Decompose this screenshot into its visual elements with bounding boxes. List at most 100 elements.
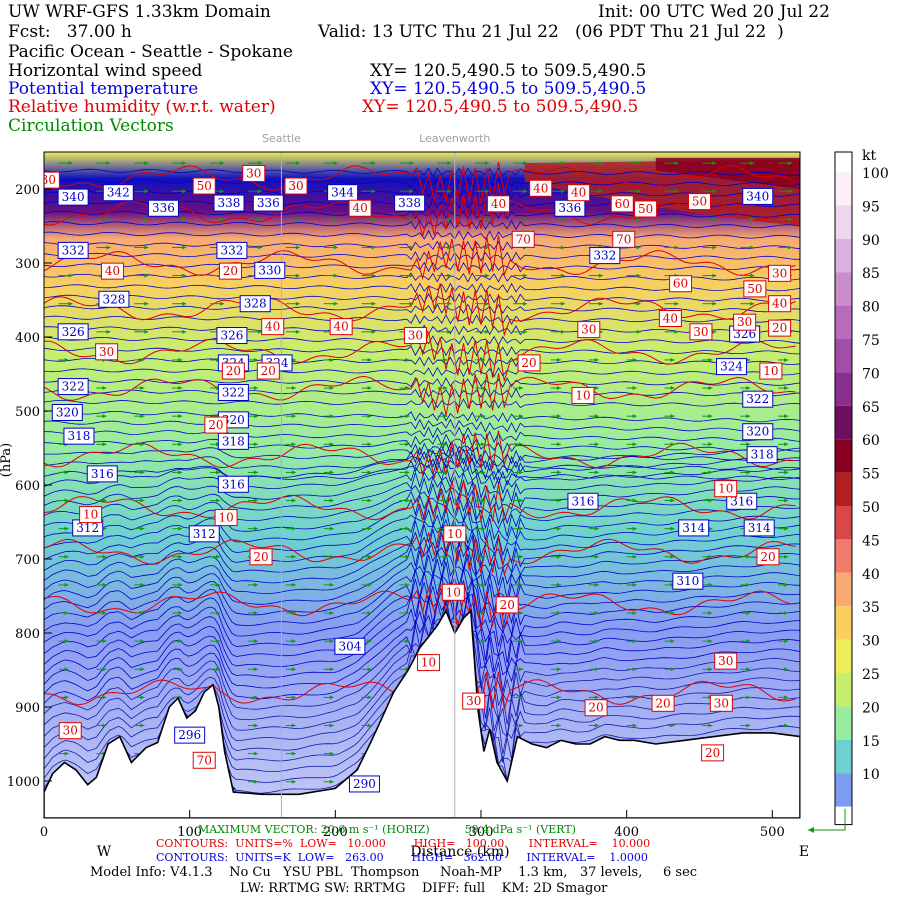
theta-contour-line (44, 366, 800, 378)
rh-label-box (658, 310, 682, 327)
rh-label-box (584, 699, 608, 717)
circulation-vector-head (329, 582, 334, 587)
circulation-vector-head (746, 639, 751, 644)
circulation-vector-head (367, 582, 372, 587)
rh-label: 60 (615, 197, 630, 211)
rh-label-box (634, 200, 658, 218)
rh-label-box (95, 343, 119, 361)
colorbar-swatch (835, 706, 852, 740)
x-axis-label: Distance (km) (410, 844, 509, 860)
circulation-vector-head (295, 329, 300, 334)
circulation-vector-head (523, 273, 528, 278)
circulation-vector-head (405, 667, 410, 672)
circulation-vector-head (594, 470, 599, 475)
y-tick-label: 500 (15, 405, 40, 420)
circulation-vector-head (409, 217, 414, 222)
colorbar-swatch (835, 439, 852, 473)
circulation-vector-head (598, 161, 603, 166)
circulation-vector-head (556, 582, 561, 587)
header-domain: UW WRF-GFS 1.33km Domain (8, 2, 271, 22)
circulation-vector-head (291, 611, 296, 616)
theta-contour-line (44, 261, 800, 273)
circulation-vector-head (632, 470, 637, 475)
circulation-vector-head (674, 189, 679, 194)
circulation-vector-head (632, 695, 637, 700)
circulation-vector-head (708, 498, 713, 503)
circulation-vector-head (329, 639, 334, 644)
theta-label: 344 (331, 186, 354, 200)
theta-label: 340 (746, 189, 769, 203)
circulation-vector-head (708, 414, 713, 419)
rh-label: 30 (772, 266, 787, 280)
circulation-vector-head (140, 639, 145, 644)
circulation-vector-head (636, 161, 641, 166)
circulation-vector-head (64, 751, 69, 756)
theta-contour-line (44, 410, 800, 423)
circulation-vector-head (560, 329, 565, 334)
circulation-vector-head (367, 442, 372, 447)
circulation-vector-head (670, 667, 675, 672)
field-wind-name: Horizontal wind speed (8, 61, 203, 81)
x-tick-label: 400 (614, 825, 639, 840)
circulation-vector-head (670, 470, 675, 475)
circulation-vector-head (784, 470, 789, 475)
circulation-vector-head (485, 301, 490, 306)
theta-label-box (217, 475, 249, 493)
circulation-vector-head (64, 498, 69, 503)
circulation-vector-head (594, 639, 599, 644)
circulation-vector-head (140, 667, 145, 672)
circulation-vector-head (708, 357, 713, 362)
circulation-vector-head (253, 611, 258, 616)
circulation-vector-head (178, 554, 183, 559)
rh-label: 40 (491, 197, 506, 211)
rh-label: 30 (99, 345, 114, 359)
circulation-vector-head (636, 273, 641, 278)
theta-label-box (57, 378, 89, 396)
circulation-vector-head (519, 695, 524, 700)
circulation-vector-head (708, 723, 713, 728)
circulation-vector-head (409, 245, 414, 250)
x-tick-label: 100 (177, 825, 202, 840)
terrain-profile (44, 608, 800, 818)
circulation-vector-head (485, 329, 490, 334)
circulation-vector-head (674, 161, 679, 166)
rh-label-box (486, 195, 510, 213)
field-rh-name: Relative humidity (w.r.t. water) (8, 97, 276, 117)
rh-label: 10 (218, 511, 233, 525)
rh-label: 50 (692, 195, 707, 209)
theta-label: 326 (220, 329, 243, 343)
circulation-vector-head (523, 301, 528, 306)
circulation-vector-head (598, 273, 603, 278)
theta-contour-line (44, 188, 800, 199)
circulation-vector-head (708, 470, 713, 475)
colorbar-swatch (835, 372, 852, 406)
rh-label: 30 (581, 323, 596, 337)
theta-contour-line (44, 479, 800, 538)
circulation-vector-head (519, 526, 524, 531)
circulation-vector-head (68, 217, 73, 222)
rh-label: 30 (718, 654, 733, 668)
circulation-vector-head (594, 667, 599, 672)
y-tick-label: 900 (15, 701, 40, 716)
circulation-vector-head (216, 611, 221, 616)
rh-label: 20 (223, 264, 238, 278)
theta-label: 316 (91, 467, 114, 481)
theta-label-box (216, 327, 248, 345)
circulation-vector-head (371, 245, 376, 250)
circulation-vector-head (329, 751, 334, 756)
circulation-vector-head (64, 526, 69, 531)
field-rh-xy: XY= 120.5,490.5 to 509.5,490.5 (362, 97, 639, 117)
rh-label-box (100, 262, 124, 280)
colorbar-swatch (835, 405, 852, 440)
circulation-vector-head (447, 217, 452, 222)
rh-label-box (669, 275, 693, 293)
circulation-vector-head (291, 470, 296, 475)
circulation-vector-head (140, 498, 145, 503)
colorbar-label: 75 (862, 333, 880, 349)
circulation-vector-head (253, 442, 258, 447)
circulation-vector-head (333, 245, 338, 250)
rh-label: 40 (571, 186, 586, 200)
circulation-vector-head (367, 470, 372, 475)
circulation-vector-head (523, 161, 528, 166)
circulation-vector-head (220, 161, 225, 166)
